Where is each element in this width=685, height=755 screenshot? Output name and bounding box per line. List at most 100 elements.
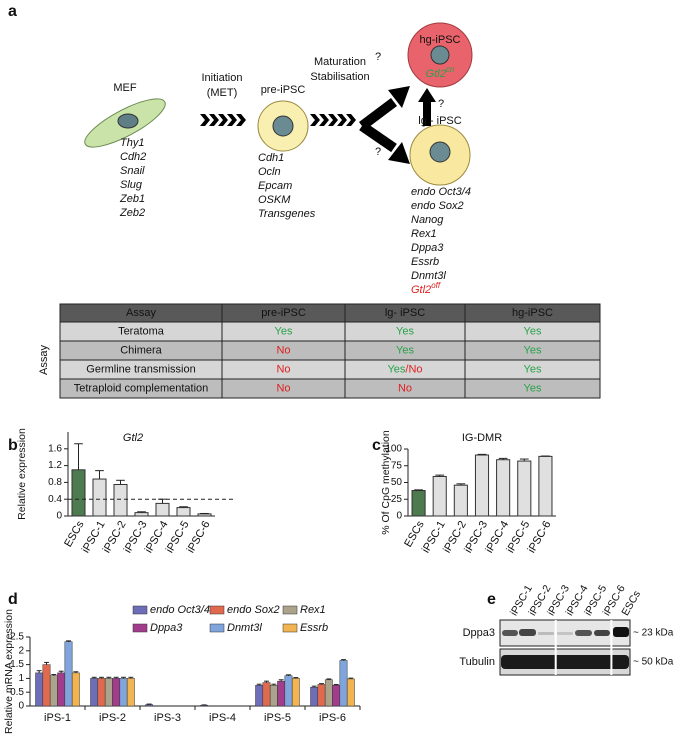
band [538,632,554,635]
blot-size: ~ 23 kDa [633,628,674,639]
bar [35,672,44,707]
question-mark: ? [375,51,381,63]
table-cell [464,378,601,399]
nucleus [429,141,451,163]
gene: Nanog [411,214,444,226]
bar [284,675,293,707]
table-value-part: Yes [396,344,414,356]
table-row-label: Teratoma [118,325,165,337]
y-tick-label: 0.4 [48,494,62,505]
blot-row-label: Tubulin [459,656,495,668]
table-value-part: No [398,382,412,394]
error-bar [128,676,134,679]
table-header: Assay [126,307,156,319]
y-tick-label: 0.5 [10,687,24,698]
gene: Cdh2 [120,151,146,163]
band [557,632,573,635]
table-value-part: Yes [275,325,293,337]
step-label: Stabilisation [310,71,369,83]
bar [453,484,468,517]
hg-label: hg-iPSC [420,34,461,46]
y-tick-label: 50 [391,477,403,488]
error-bar [113,676,119,679]
legend-label: endo Sox2 [227,604,280,616]
legend-swatch [209,623,225,633]
gene: Essrb [411,256,439,268]
table-value-part: Yes [387,363,405,375]
diagram-shapes [84,22,473,186]
band [519,629,536,636]
table-value: Yes [396,344,414,356]
panel-label: e [487,591,496,608]
y-axis-label: % Of CpG methylation [380,430,392,535]
gene: endo Oct3/4 [411,186,471,198]
legend-swatch [282,623,298,633]
error-bar [293,677,299,679]
bar [113,484,128,517]
y-tick-label: 1.6 [48,443,62,454]
chart-title: Gtl2 [123,432,143,444]
error-bar [333,683,339,686]
y-tick-label: 2 [18,645,24,656]
mef-label: MEF [113,82,137,94]
x-tick-label: iPS-5 [264,712,291,724]
table-row-label: Germline transmission [86,363,195,375]
table-row-label: Tetraploid complementation [74,382,209,394]
bar [145,704,154,707]
x-tick-label: iPS-4 [209,712,236,724]
bar [90,678,99,707]
error-bar [271,683,277,686]
error-bar [264,680,269,683]
table-value: No [276,344,290,356]
bar [538,455,553,517]
band [575,630,592,636]
bar [432,475,447,517]
panel-label: c [372,437,381,454]
arrowhead [388,142,410,164]
marker-text: Gtl2 [426,68,446,80]
table-value: No [276,382,290,394]
table-row-label: Chimera [120,344,162,356]
blot [499,619,631,676]
bar [496,459,511,517]
bar [126,678,135,707]
bar [517,460,532,517]
arrowhead [418,88,436,102]
legend-swatch [209,605,225,615]
band [502,630,518,636]
error-bar [278,679,284,682]
error-bar [179,506,188,508]
band [594,630,610,636]
arrow [359,98,397,130]
error-bar [498,457,508,460]
error-bar [44,661,49,665]
chevron [328,114,338,126]
lg-marker: Gtl2off [411,281,441,296]
chevron [218,114,228,126]
bar [119,678,128,707]
bar [104,678,113,707]
gene: Transgenes [258,208,316,220]
chart-title: IG-DMR [462,432,502,444]
table-value-part: No [276,363,290,375]
table-value-part: Yes [524,325,542,337]
y-tick-label: 75 [391,460,403,471]
y-tick-label: 0 [18,701,24,712]
table-value-part: Yes [524,382,542,394]
bar [332,685,341,707]
marker-sup: cn [446,65,455,74]
arrowhead [388,86,410,108]
chevron [227,114,237,126]
gene: Dppa3 [411,242,444,254]
error-bar [99,676,104,679]
error-bar [66,640,71,642]
gene: Ocln [258,166,281,178]
lg-label: lg - iPSC [418,115,461,127]
bar [269,685,278,707]
table-value: No [398,382,412,394]
marker-sup: off [431,281,441,290]
y-axis-label: Relative expression [16,428,28,520]
legend-label: Dppa3 [150,622,183,634]
gene: Cdh1 [258,152,284,164]
bar [112,678,121,707]
